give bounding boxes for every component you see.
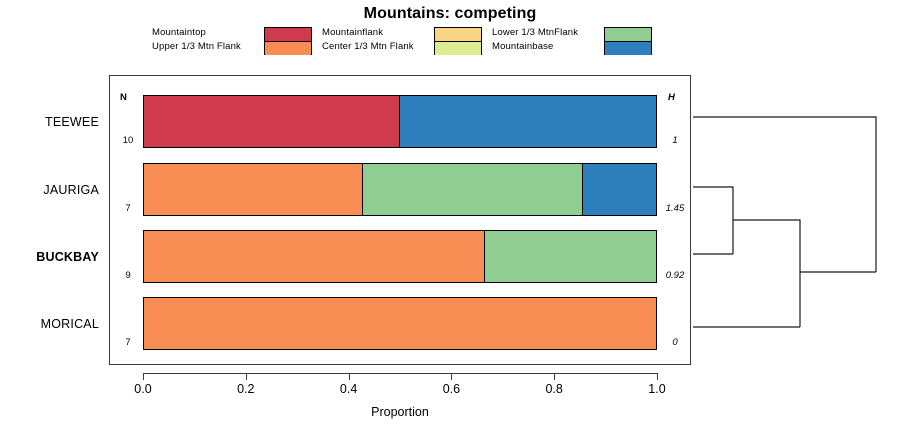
n-value: 9: [125, 270, 131, 281]
dendrogram: [693, 75, 900, 365]
legend-swatches-2: [604, 27, 652, 55]
legend-column-1: Mountainflank Center 1/3 Mtn Flank: [322, 26, 492, 58]
legend-swatch: [435, 28, 481, 42]
plot-frame: [109, 75, 691, 365]
legend-label: Mountaintop: [152, 27, 206, 38]
dendrogram-links: [693, 116, 877, 328]
legend-label: Mountainflank: [322, 27, 384, 38]
bar-teewee: [143, 95, 657, 148]
bar-segment: [144, 231, 486, 282]
bar-segment: [144, 164, 364, 215]
x-tick: [451, 373, 453, 380]
dendrogram-link-cluster-1: [733, 219, 801, 327]
n-column: N 10 7 9 7: [109, 75, 143, 365]
h-value: 0: [672, 337, 678, 348]
stacked-bars: [143, 75, 657, 365]
legend-label: Center 1/3 Mtn Flank: [322, 41, 414, 52]
x-tick-label: 0.0: [134, 382, 152, 396]
x-tick-label: 1.0: [648, 382, 666, 396]
row-label-teewee: TEEWEE: [45, 115, 99, 129]
bar-segment: [485, 231, 656, 282]
legend-column-2: Lower 1/3 MtnFlank Mountainbase: [492, 26, 662, 58]
legend-label: Upper 1/3 Mtn Flank: [152, 41, 241, 52]
x-tick: [245, 373, 247, 380]
bar-segment: [144, 96, 400, 147]
legend-swatch: [435, 42, 481, 55]
h-value: 0.92: [665, 270, 685, 281]
x-axis: Proportion 0.0 0.2 0.4 0.6 0.8 1.0: [109, 365, 691, 425]
row-label-jauriga: JAURIGA: [43, 183, 99, 197]
bar-segment: [144, 298, 656, 349]
h-column: H 1 1.45 0.92 0: [657, 75, 691, 365]
dendrogram-link-teewee: [693, 116, 877, 272]
bar-segment: [582, 164, 656, 215]
row-label-morical: MORICAL: [40, 317, 99, 331]
n-column-header: N: [120, 92, 127, 103]
legend: Mountaintop Upper 1/3 Mtn Flank Mountainfl…: [152, 26, 672, 58]
h-value: 1: [672, 135, 678, 146]
chart-title: Mountains: competing: [363, 5, 537, 22]
x-axis-line: [143, 373, 657, 374]
row-label-column: TEEWEE JAURIGA BUCKBAY MORICAL: [0, 75, 105, 365]
legend-swatch: [605, 42, 651, 55]
legend-swatch: [265, 28, 311, 42]
legend-swatch: [265, 42, 311, 55]
x-tick-label: 0.6: [442, 382, 461, 396]
legend-swatch: [605, 28, 651, 42]
x-tick-label: 0.2: [237, 382, 255, 396]
dendrogram-link-jauriga: [693, 186, 734, 254]
bar-morical: [143, 297, 657, 350]
legend-column-0: Mountaintop Upper 1/3 Mtn Flank: [152, 26, 322, 58]
row-label-buckbay: BUCKBAY: [36, 250, 99, 264]
bar-segment: [363, 164, 583, 215]
x-tick-label: 0.4: [339, 382, 358, 396]
n-value: 7: [125, 337, 131, 348]
h-column-header: H: [668, 92, 675, 103]
bar-segment: [400, 96, 656, 147]
legend-labels-0: Mountaintop Upper 1/3 Mtn Flank: [152, 26, 267, 54]
x-tick: [143, 373, 144, 380]
x-tick: [657, 373, 658, 380]
legend-label: Mountainbase: [492, 41, 554, 52]
x-tick: [348, 373, 350, 380]
bar-jauriga: [143, 163, 657, 216]
h-value: 1.45: [665, 203, 685, 214]
legend-labels-2: Lower 1/3 MtnFlank Mountainbase: [492, 26, 607, 54]
n-value: 10: [122, 135, 134, 146]
n-value: 7: [125, 203, 131, 214]
legend-labels-1: Mountainflank Center 1/3 Mtn Flank: [322, 26, 437, 54]
legend-swatches-0: [264, 27, 312, 55]
dendrogram-svg: [693, 116, 877, 328]
x-axis-title: Proportion: [371, 405, 429, 419]
bar-buckbay: [143, 230, 657, 283]
x-tick: [554, 373, 556, 380]
legend-label: Lower 1/3 MtnFlank: [492, 27, 579, 38]
x-tick-label: 0.8: [545, 382, 563, 396]
legend-swatches-1: [434, 27, 482, 55]
